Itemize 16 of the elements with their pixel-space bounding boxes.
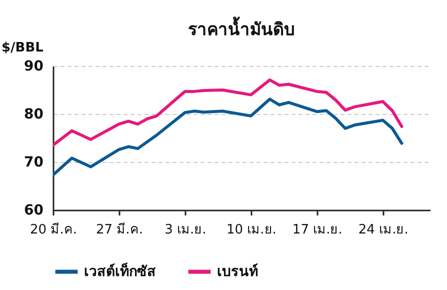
line-series [53,98,404,176]
legend-label: เวสต์เท็กซัส [84,262,156,280]
line-series [53,78,404,147]
y-tick-label: 90 [24,58,44,74]
y-tick-label: 80 [24,106,44,122]
x-tick-label: 17 เม.ย. [292,222,342,238]
legend-label: เบรนท์ [217,262,258,280]
chart-title: ราคาน้ำมันดิบ [188,16,295,40]
x-tick-label: 24 เม.ย. [358,222,408,238]
x-tick-label: 20 มี.ค. [30,222,77,238]
y-tick-label: 70 [24,154,44,170]
x-tick-label: 3 เม.ย. [164,222,206,238]
x-tick-label: 27 มี.ค. [96,222,143,238]
x-tick-label: 10 เม.ย. [226,222,276,238]
y-axis-title: $/BBL [2,40,44,56]
y-tick-label: 60 [24,202,44,218]
